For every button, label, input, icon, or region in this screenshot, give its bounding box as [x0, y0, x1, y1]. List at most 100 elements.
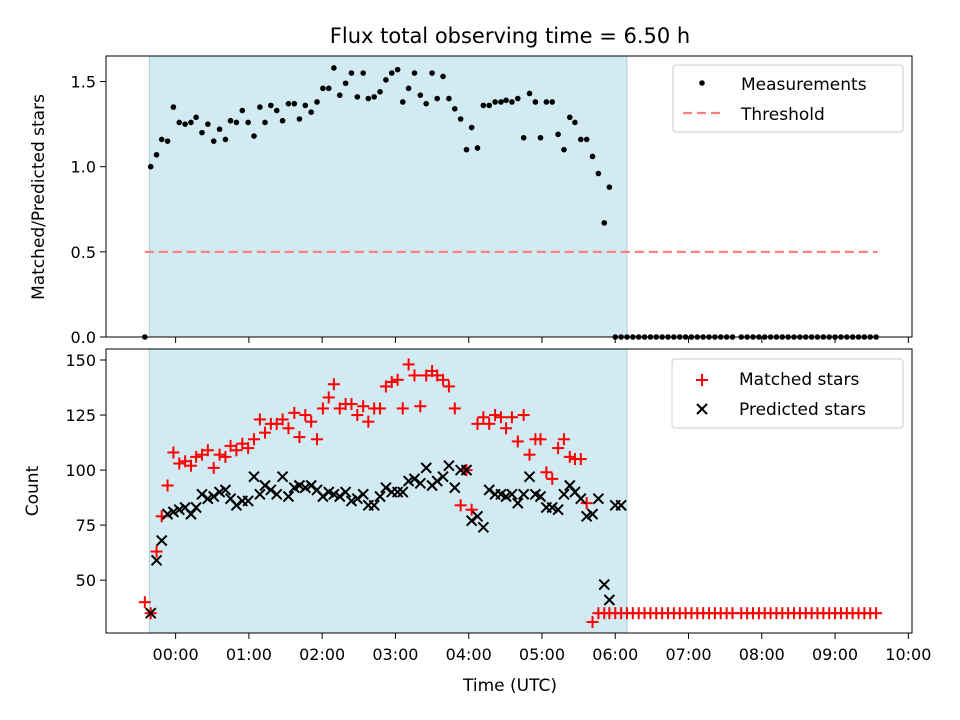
- matched-star-point: [586, 615, 599, 628]
- bottom-x-axis: 00:00 01:00 02:00 03:00 04:00 05:00 06:00 07:00…: [153, 633, 931, 664]
- measurement-point: [503, 97, 509, 104]
- predicted-star-point: [248, 470, 260, 483]
- measurement-point: [193, 114, 199, 121]
- measurement-point: [606, 184, 613, 190]
- predicted-star-point: [259, 479, 271, 492]
- x-tick-label: 03:00: [372, 645, 418, 664]
- top-shaded-span: [148, 55, 628, 338]
- predicted-star-point: [558, 488, 570, 501]
- legend-matched-marker: [696, 374, 708, 386]
- measurement-point: [308, 109, 314, 115]
- measurement-point: [233, 119, 240, 126]
- measurement-point: [371, 94, 377, 100]
- measurement-point: [543, 99, 550, 105]
- measurement-point: [549, 99, 556, 105]
- predicted-star-point: [208, 490, 220, 503]
- measurement-point: [205, 121, 211, 127]
- predicted-star-point: [615, 499, 627, 512]
- measurement-point: [262, 119, 268, 126]
- measurement-point: [331, 65, 337, 71]
- predicted-star-point: [276, 470, 289, 483]
- measurement-point: [216, 126, 223, 133]
- measurement-point: [388, 70, 395, 76]
- measurement-point: [176, 119, 183, 126]
- measurement-point: [509, 99, 515, 105]
- measurement-point: [561, 146, 567, 153]
- predicted-star-point: [374, 490, 386, 503]
- x-tick-label: 06:00: [592, 645, 638, 664]
- measurement-point: [147, 163, 154, 170]
- measurement-point: [342, 80, 349, 87]
- matched-star-point: [299, 409, 312, 422]
- x-tick-label: 09:00: [812, 645, 858, 664]
- matched-star-point: [253, 413, 266, 426]
- matched-star-point: [517, 409, 530, 422]
- matched-star-point: [505, 411, 518, 424]
- matched-star-point: [293, 431, 306, 444]
- matched-star-point: [374, 402, 387, 415]
- matched-star-point: [259, 426, 272, 439]
- measurement-point: [182, 121, 188, 127]
- measurement-point: [336, 92, 343, 98]
- matched-star-point: [248, 433, 261, 446]
- x-axis-label: Time (UTC): [462, 676, 557, 696]
- measurement-point: [291, 100, 298, 107]
- measurement-point: [440, 73, 446, 80]
- predicted-star-point: [185, 508, 197, 520]
- matched-star-point: [580, 497, 593, 510]
- top-y-label: Matched/Predicted stars: [29, 94, 49, 300]
- measurement-point: [411, 70, 418, 76]
- matched-star-point: [345, 398, 358, 411]
- measurement-point: [423, 100, 430, 107]
- measurement-point: [572, 119, 578, 126]
- matched-star-point: [546, 472, 559, 485]
- matched-star-point: [477, 411, 490, 424]
- matched-star-point: [230, 444, 243, 457]
- predicted-star-point: [437, 470, 449, 483]
- matched-star-point: [316, 402, 329, 415]
- matched-star-point: [414, 400, 427, 413]
- bottom-y-tick-label: 75: [76, 516, 96, 535]
- matched-star-point: [870, 607, 883, 620]
- measurement-point: [520, 134, 527, 141]
- matched-star-point: [448, 402, 461, 415]
- measurement-point: [567, 114, 573, 121]
- measurement-point: [164, 138, 171, 144]
- predicted-star-point: [598, 578, 610, 591]
- predicted-star-point: [155, 534, 168, 547]
- measurement-point: [526, 90, 533, 97]
- chart-title: Flux total observing time = 6.50 h: [330, 24, 690, 48]
- measurement-point: [285, 100, 292, 107]
- measurement-point: [446, 95, 452, 102]
- predicted-star-point: [196, 488, 208, 501]
- top-plot-frame: [105, 55, 913, 338]
- bottom-y-tick-label: 125: [65, 406, 96, 425]
- measurement-point: [532, 99, 539, 105]
- matched-star-point: [408, 369, 421, 382]
- measurement-point: [399, 99, 406, 105]
- predicted-star-point: [144, 607, 157, 619]
- measurement-point: [451, 105, 458, 112]
- x-tick-label: 00:00: [153, 645, 199, 664]
- top-y-tick-label: 1.5: [71, 73, 96, 92]
- predicted-star-point: [443, 459, 455, 472]
- predicted-star-point: [414, 477, 427, 490]
- predicted-star-point: [357, 488, 369, 501]
- predicted-star-point: [391, 486, 404, 498]
- measurement-point: [153, 151, 160, 158]
- top-y-tick-label: 0.5: [71, 243, 96, 262]
- measurement-point: [268, 102, 274, 109]
- measurement-point: [365, 95, 372, 102]
- matched-star-point: [327, 378, 340, 391]
- predicted-star-point: [351, 492, 364, 505]
- matched-star-point: [511, 435, 524, 448]
- top-legend: Measurements Threshold: [672, 64, 904, 133]
- matched-star-point: [213, 448, 226, 461]
- matched-star-point: [437, 373, 450, 386]
- x-tick-label: 04:00: [446, 645, 492, 664]
- measurement-point: [492, 99, 498, 105]
- measurement-point: [320, 85, 326, 92]
- measurement-point: [199, 129, 205, 136]
- predicted-star-point: [242, 495, 254, 507]
